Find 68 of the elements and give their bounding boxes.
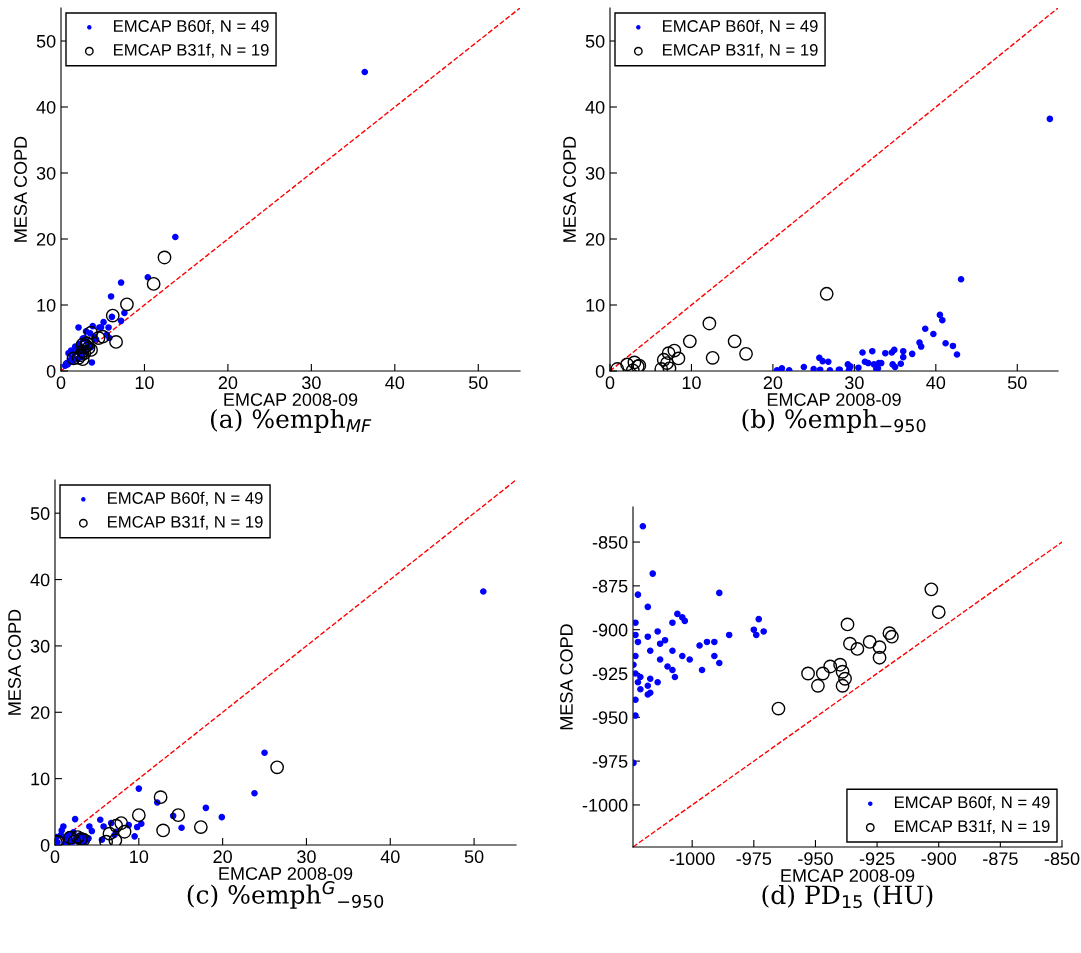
y-tick-label: 10 [586,298,605,312]
x-tick-label: 10 [130,850,149,864]
x-tick-label: 40 [385,376,405,390]
x-tick-label: 20 [213,850,232,864]
y-axis-title: MESA COPD [560,624,573,730]
y-tick-label: -975 [592,755,628,768]
x-tick-label: 40 [926,376,946,390]
y-tick-label: 0 [595,364,605,378]
y-tick-label: 0 [40,838,50,852]
y-tick-label: -875 [592,579,628,593]
y-tick-label: -1000 [582,798,628,812]
x-axis-title: EMCAP 2008-09 [781,869,915,882]
x-tick-label: -925 [859,852,895,866]
y-tick-label: 40 [30,573,50,587]
x-tick-label: 50 [464,850,484,864]
y-tick-label: -850 [592,535,628,549]
x-tick-label: 10 [682,376,701,390]
legend-label: EMCAP B60f, N = 49 [894,795,1050,811]
x-tick-label: 0 [56,376,66,390]
legend-label: EMCAP B60f, N = 49 [663,19,818,34]
text: (a) %emph$_{MF}$ [210,408,372,434]
text: (d) PD$_{15}$ (HU) [762,884,933,909]
y-tick-label: 20 [36,232,56,246]
y-tick-label: 30 [585,166,605,180]
x-tick-label: -975 [736,852,772,866]
y-axis-title: MESA COPD [14,136,27,242]
legend-label: EMCAP B31f, N = 19 [663,43,818,58]
x-tick-label: 50 [1007,376,1027,390]
x-tick-label: 20 [763,376,783,390]
x-tick-label: 40 [380,850,400,864]
y-tick-label: 30 [30,639,50,653]
y-tick-label: 20 [585,232,605,246]
x-tick-label: 50 [468,376,488,390]
x-tick-label: 30 [297,850,316,864]
x-tick-label: -900 [921,852,957,866]
x-axis-title: EMCAP 2008-09 [767,393,901,406]
x-axis-title: EMCAP 2008-09 [219,867,353,880]
x-tick-label: 20 [218,376,238,390]
text: (c) %emph$^{G}$$_{−950}$ [187,881,384,909]
y-tick-label: 10 [31,772,50,786]
y-tick-label: 40 [585,100,605,114]
x-axis-title: EMCAP 2008-09 [224,393,358,406]
y-tick-label: 10 [37,298,56,312]
y-tick-label: 0 [46,364,56,378]
legend-label: EMCAP B60f, N = 49 [108,491,263,506]
y-tick-label: 40 [36,100,56,114]
text: (b) %emph$_{−950}$ [742,408,926,434]
x-tick-label: -1000 [669,852,715,866]
y-tick-label: -950 [592,711,628,725]
y-tick-label: 20 [30,706,50,719]
legend-label: EMCAP B31f, N = 19 [894,819,1050,835]
y-tick-label: -900 [592,623,628,637]
legend-label: EMCAP B60f, N = 49 [114,19,269,34]
legend-label: EMCAP B31f, N = 19 [114,43,269,58]
x-tick-label: 30 [302,376,321,390]
x-tick-label: -875 [983,852,1018,866]
x-tick-label: 10 [135,376,154,390]
y-tick-label: 30 [36,166,56,180]
y-axis-title: MESA COPD [8,609,21,715]
x-tick-label: -950 [798,852,833,866]
y-tick-label: -925 [592,667,628,681]
y-tick-label: 50 [36,34,56,48]
y-axis-title: MESA COPD [563,136,576,242]
legend-label: EMCAP B31f, N = 19 [108,515,263,530]
x-tick-label: 30 [845,376,864,390]
y-tick-label: 50 [30,507,50,520]
x-tick-label: -850 [1044,852,1080,866]
y-tick-label: 50 [585,34,605,48]
